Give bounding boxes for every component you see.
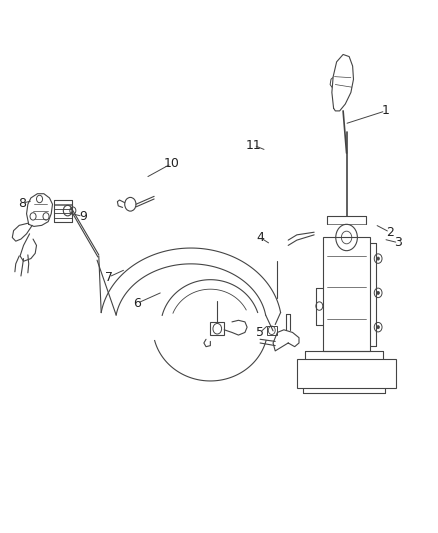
Text: 4: 4 <box>256 231 264 244</box>
Circle shape <box>377 326 379 329</box>
Text: 11: 11 <box>246 139 261 152</box>
Text: 7: 7 <box>105 271 113 284</box>
Circle shape <box>377 292 379 294</box>
Text: 5: 5 <box>256 326 264 339</box>
Bar <box>323 238 371 351</box>
Bar <box>54 200 72 204</box>
Bar <box>54 218 72 222</box>
Text: 3: 3 <box>395 236 403 249</box>
Bar <box>210 322 224 335</box>
Bar <box>54 199 72 222</box>
Text: 6: 6 <box>133 297 141 310</box>
Text: 2: 2 <box>386 225 394 239</box>
Text: 9: 9 <box>79 210 87 223</box>
Bar <box>54 209 72 213</box>
Text: 1: 1 <box>381 104 389 117</box>
Bar <box>297 359 396 388</box>
Text: 10: 10 <box>163 157 180 170</box>
Text: 8: 8 <box>18 197 26 209</box>
Bar <box>267 326 277 335</box>
Bar <box>54 214 72 217</box>
Bar <box>54 205 72 209</box>
Circle shape <box>377 257 379 260</box>
